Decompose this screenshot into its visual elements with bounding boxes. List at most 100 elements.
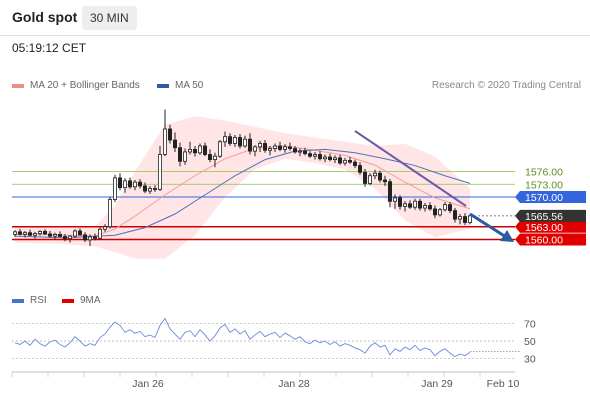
candles — [12, 109, 472, 246]
candle-body — [247, 138, 252, 152]
candle-body — [27, 232, 32, 236]
candle — [412, 198, 417, 210]
candle-body — [48, 233, 53, 237]
candle-body — [287, 146, 292, 149]
ma20-swatch — [12, 83, 24, 88]
candle — [73, 229, 78, 238]
rsi-tick-label: 70 — [524, 319, 536, 331]
price-label-text: 1576.00 — [525, 167, 563, 179]
price-label-box — [515, 191, 586, 203]
candle — [437, 208, 442, 217]
price-label-text: 1565.56 — [525, 211, 563, 223]
candle — [362, 168, 367, 187]
candle — [457, 214, 462, 225]
candle — [53, 232, 58, 240]
candle-body — [357, 165, 362, 173]
candle — [322, 154, 327, 163]
candle — [137, 179, 142, 189]
ma50-swatch — [157, 83, 169, 88]
candle — [332, 155, 337, 163]
candle-body — [332, 157, 337, 160]
candle-body — [347, 160, 352, 163]
candle-body — [372, 172, 377, 177]
candle-body — [267, 148, 272, 151]
candle-body — [33, 233, 38, 236]
price-label-box — [515, 233, 586, 246]
candle-body — [17, 231, 22, 235]
candle-body — [202, 145, 207, 155]
candle-body — [123, 180, 128, 189]
candle — [302, 147, 307, 156]
annotations — [354, 130, 514, 242]
candle — [222, 131, 227, 147]
x-tick-label: Jan 29 — [421, 378, 453, 390]
candle — [297, 148, 302, 157]
candle — [352, 159, 357, 169]
price-label-1576.00: 1576.00 — [525, 167, 563, 179]
candle — [307, 151, 312, 158]
candle-body — [392, 197, 397, 202]
candle-body — [237, 137, 242, 147]
instrument-title: Gold spot — [12, 9, 78, 25]
candle-body — [402, 203, 407, 207]
candle — [227, 133, 232, 146]
candle — [242, 135, 247, 148]
candle — [252, 145, 257, 157]
candle-body — [43, 231, 48, 235]
candle — [277, 141, 282, 152]
candle-body — [427, 205, 432, 210]
candle-body — [297, 150, 302, 153]
rsi-swatch — [12, 298, 24, 303]
candle-body — [53, 233, 58, 237]
candle-body — [162, 128, 167, 155]
candle — [287, 142, 292, 151]
bollinger-bands — [15, 116, 470, 259]
candle-body — [432, 208, 437, 216]
timeframe-button[interactable]: 30 MIN — [82, 6, 137, 30]
rsi-tick-label: 50 — [524, 336, 536, 348]
price-legend-ma50: MA 50 — [157, 80, 203, 91]
candle-body — [377, 172, 382, 181]
price-label-box — [515, 209, 586, 222]
candle-body — [103, 226, 108, 230]
candle — [257, 140, 262, 152]
candle — [58, 231, 63, 237]
candle-body — [457, 216, 462, 220]
candle-body — [98, 228, 103, 239]
candle — [422, 202, 427, 212]
candle-body — [367, 175, 372, 184]
candle-body — [262, 143, 267, 151]
candle — [147, 185, 152, 195]
candle — [407, 200, 412, 209]
candle-body — [63, 236, 68, 240]
candle — [27, 229, 32, 237]
candle — [447, 202, 452, 214]
projection-arrow-head — [500, 230, 514, 242]
candle-body — [88, 236, 93, 241]
candle-body — [337, 157, 342, 164]
candle — [247, 133, 252, 155]
candle — [357, 162, 362, 175]
ma20-legend-label: MA 20 + Bollinger Bands — [30, 80, 140, 91]
candle — [123, 178, 128, 193]
candle-body — [292, 148, 297, 153]
candle-body — [467, 215, 472, 223]
candle — [427, 202, 432, 211]
price-label-1565.56: 1565.56 — [515, 209, 586, 223]
candle-body — [147, 188, 152, 192]
candle — [78, 228, 83, 236]
moving-averages — [14, 145, 471, 239]
candle-body — [167, 128, 172, 141]
candle-body — [132, 181, 137, 188]
price-label-1560.00: 1560.00 — [515, 233, 586, 247]
candle — [38, 230, 43, 236]
candle — [22, 231, 27, 238]
candle-body — [68, 235, 73, 240]
candle — [172, 132, 177, 152]
candle — [382, 175, 387, 186]
candle-body — [227, 136, 232, 144]
candle-body — [172, 139, 177, 149]
candle-body — [412, 200, 417, 208]
candle — [417, 198, 422, 211]
